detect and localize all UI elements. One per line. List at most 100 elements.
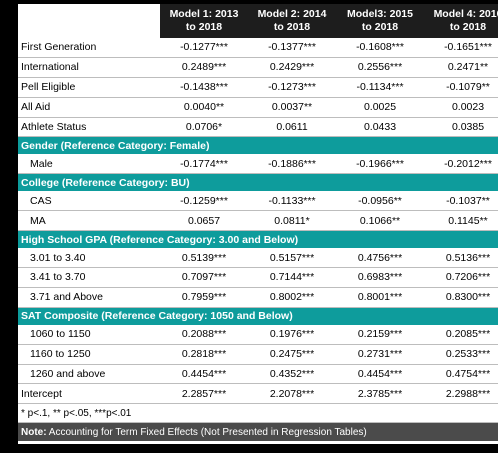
- coefficient-cell: -0.0956**: [336, 191, 424, 212]
- column-header-line: to 2018: [273, 21, 311, 33]
- significance-row: * p<.1, ** p<.05, ***p<.01: [18, 403, 498, 424]
- coefficient-cell: 0.2085***: [424, 324, 498, 345]
- coefficient-cell: 0.4454***: [160, 364, 248, 385]
- column-header: Model 4: 2016 to 2018: [424, 4, 498, 38]
- coefficient-cell: 2.2078***: [248, 383, 336, 405]
- table-row: 1260 and above 0.4454*** 0.4352*** 0.4454**…: [18, 364, 498, 385]
- column-header-line: to 2018: [361, 21, 399, 33]
- coefficient-cell: 0.1066**: [336, 210, 424, 232]
- row-label: 3.71 and Above: [18, 287, 160, 308]
- column-header-line: Model 1: 2013: [169, 8, 239, 20]
- coefficient-cell: 0.7206***: [424, 267, 498, 288]
- significance-note: * p<.1, ** p<.05, ***p<.01: [18, 403, 498, 424]
- table-row: 1060 to 1150 0.2088*** 0.1976*** 0.2159*** 0…: [18, 324, 498, 345]
- coefficient-cell: 0.8300***: [424, 287, 498, 308]
- category-title: Gender (Reference Category: Female): [18, 136, 498, 155]
- coefficient-cell: 0.0657: [160, 210, 248, 232]
- category-header-row: High School GPA (Reference Category: 3.0…: [18, 230, 498, 249]
- coefficient-cell: 0.4454***: [336, 364, 424, 385]
- coefficient-cell: 0.8002***: [248, 287, 336, 308]
- coefficient-cell: 0.0385: [424, 117, 498, 138]
- table-row: All Aid 0.0040** 0.0037** 0.0025 0.0023: [18, 97, 498, 118]
- coefficient-cell: 0.5139***: [160, 248, 248, 269]
- coefficient-cell: 0.6983***: [336, 267, 424, 288]
- coefficient-cell: -0.1277***: [160, 38, 248, 58]
- coefficient-cell: -0.1079**: [424, 77, 498, 98]
- column-header: Model3: 2015 to 2018: [336, 4, 424, 38]
- coefficient-cell: 2.3785***: [336, 383, 424, 405]
- row-label: International: [18, 57, 160, 78]
- coefficient-cell: 0.0611: [248, 117, 336, 138]
- coefficient-cell: -0.1259***: [160, 191, 248, 212]
- row-label: Intercept: [18, 383, 160, 405]
- coefficient-cell: 0.2818***: [160, 344, 248, 365]
- coefficient-cell: 0.0706*: [160, 117, 248, 138]
- row-label: 1160 to 1250: [18, 344, 160, 365]
- coefficient-cell: 0.8001***: [336, 287, 424, 308]
- coefficient-cell: -0.1037**: [424, 191, 498, 212]
- note-row: Note: Accounting for Term Fixed Effects …: [18, 422, 498, 442]
- note-label: Note:: [21, 426, 47, 438]
- row-label: 1060 to 1150: [18, 324, 160, 345]
- column-header-line: to 2018: [449, 21, 487, 33]
- table-row: CAS -0.1259*** -0.1133*** -0.0956** -0.1037*…: [18, 191, 498, 212]
- coefficient-cell: 0.1976***: [248, 324, 336, 345]
- table-row: Intercept 2.2857*** 2.2078*** 2.3785*** 2.29…: [18, 383, 498, 405]
- category-title: College (Reference Category: BU): [18, 173, 498, 192]
- coefficient-cell: -0.1377***: [248, 38, 336, 58]
- coefficient-cell: 0.0023: [424, 97, 498, 118]
- note-text: Accounting for Term Fixed Effects (Not P…: [46, 426, 367, 438]
- coefficient-cell: 0.0040**: [160, 97, 248, 118]
- coefficient-cell: -0.1273***: [248, 77, 336, 98]
- coefficient-cell: -0.1133***: [248, 191, 336, 212]
- column-header-line: Model3: 2015: [347, 8, 413, 20]
- coefficient-cell: 0.0433: [336, 117, 424, 138]
- coefficient-cell: 0.2429***: [248, 57, 336, 78]
- header-row: Model 1: 2013 to 2018 Model 2: 2014 to 2018…: [18, 4, 498, 38]
- coefficient-cell: -0.1651***: [424, 38, 498, 58]
- coefficient-cell: 0.7144***: [248, 267, 336, 288]
- table-row: 3.41 to 3.70 0.7097*** 0.7144*** 0.6983*** 0…: [18, 267, 498, 288]
- table-row: Athlete Status 0.0706* 0.0611 0.0433 0.0385: [18, 117, 498, 138]
- note-cell: Note: Accounting for Term Fixed Effects …: [18, 422, 498, 442]
- coefficient-cell: 0.2088***: [160, 324, 248, 345]
- row-label: First Generation: [18, 38, 160, 58]
- column-header-line: Model 4: 2016: [433, 8, 498, 20]
- coefficient-cell: 2.2988***: [424, 383, 498, 405]
- coefficient-cell: 0.4352***: [248, 364, 336, 385]
- row-label: Male: [18, 154, 160, 175]
- table-row: 1160 to 1250 0.2818*** 0.2475*** 0.2731*** 0…: [18, 344, 498, 365]
- category-title: SAT Composite (Reference Category: 1050 …: [18, 307, 498, 325]
- row-label: 1260 and above: [18, 364, 160, 385]
- table-row: International 0.2489*** 0.2429*** 0.2556***…: [18, 57, 498, 78]
- coefficient-cell: -0.1438***: [160, 77, 248, 98]
- coefficient-cell: 0.2471**: [424, 57, 498, 78]
- coefficient-cell: 0.2489***: [160, 57, 248, 78]
- coefficient-cell: -0.1774***: [160, 154, 248, 175]
- column-header-line: Model 2: 2014: [257, 8, 327, 20]
- coefficient-cell: -0.1966***: [336, 154, 424, 175]
- coefficient-cell: 0.2475***: [248, 344, 336, 365]
- category-header-row: College (Reference Category: BU): [18, 173, 498, 192]
- header-blank-cell: [18, 4, 160, 38]
- coefficient-cell: 0.5136***: [424, 248, 498, 269]
- coefficient-cell: 0.2159***: [336, 324, 424, 345]
- coefficient-cell: -0.1134***: [336, 77, 424, 98]
- row-label: All Aid: [18, 97, 160, 118]
- regression-table-frame: Model 1: 2013 to 2018 Model 2: 2014 to 2018…: [18, 4, 498, 444]
- row-label: 3.01 to 3.40: [18, 248, 160, 269]
- column-header: Model 1: 2013 to 2018: [160, 4, 248, 38]
- coefficient-cell: 0.4756***: [336, 248, 424, 269]
- coefficient-cell: -0.1886***: [248, 154, 336, 175]
- table-row: 3.71 and Above 0.7959*** 0.8002*** 0.8001**…: [18, 287, 498, 308]
- table-row: MA 0.0657 0.0811* 0.1066** 0.1145**: [18, 210, 498, 232]
- coefficient-cell: 0.0811*: [248, 210, 336, 232]
- coefficient-cell: 0.0037**: [248, 97, 336, 118]
- coefficient-cell: 0.4754***: [424, 364, 498, 385]
- regression-table: Model 1: 2013 to 2018 Model 2: 2014 to 2018…: [18, 4, 498, 442]
- category-header-row: SAT Composite (Reference Category: 1050 …: [18, 307, 498, 325]
- row-label: CAS: [18, 191, 160, 212]
- coefficient-cell: 0.0025: [336, 97, 424, 118]
- coefficient-cell: 0.7959***: [160, 287, 248, 308]
- coefficient-cell: 2.2857***: [160, 383, 248, 405]
